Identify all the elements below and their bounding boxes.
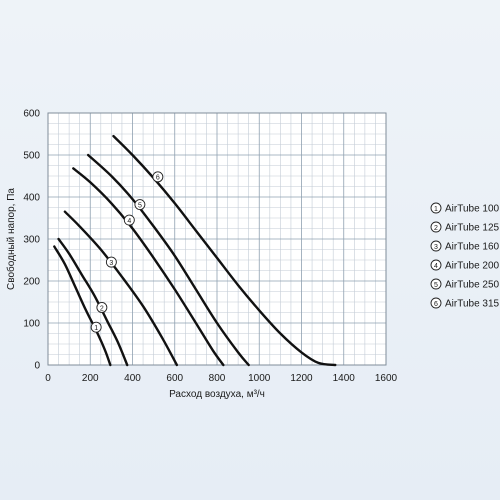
y-tick-label: 200 bbox=[23, 277, 40, 288]
legend-entry-1: AirTube 100 bbox=[445, 204, 500, 215]
legend-marker-label-1: 1 bbox=[434, 206, 438, 213]
legend-marker-3 bbox=[430, 240, 442, 252]
series-marker-label-6: 6 bbox=[156, 175, 160, 182]
legend-entry-3: AirTube 160 bbox=[445, 242, 500, 253]
x-axis-label: Расход воздуха, м³/ч bbox=[169, 389, 265, 400]
legend-marker-label-2: 2 bbox=[434, 225, 438, 232]
series-line-1 bbox=[53, 245, 112, 367]
x-tick-label: 1600 bbox=[375, 373, 398, 384]
series-marker-label-3: 3 bbox=[109, 260, 113, 267]
series-line-4 bbox=[72, 167, 225, 367]
series-markers: 1 2 3 4 5 6 bbox=[90, 171, 164, 333]
legend-entry-6: AirTube 315 bbox=[445, 299, 500, 310]
y-tick-label: 400 bbox=[23, 193, 40, 204]
legend-marker-label-4: 4 bbox=[434, 263, 438, 270]
x-tick-label: 200 bbox=[82, 373, 99, 384]
y-axis-label: Свободный напор, Па bbox=[5, 188, 17, 290]
x-tick-label: 1200 bbox=[290, 373, 313, 384]
x-tick-label: 0 bbox=[45, 373, 51, 384]
legend-marker-1 bbox=[430, 202, 442, 214]
legend-entry-5: AirTube 250 bbox=[445, 280, 500, 291]
y-tick-label: 0 bbox=[34, 361, 40, 372]
series-marker-6 bbox=[152, 171, 164, 183]
legend: 1 AirTube 100 2 AirTube 125 3 AirTube 160 4 Air… bbox=[430, 202, 500, 310]
legend-marker-label-3: 3 bbox=[434, 244, 438, 251]
y-tick-label: 500 bbox=[23, 151, 40, 162]
y-tick-labels: 0 100 200 300 400 500 600 bbox=[23, 109, 40, 372]
series-marker-label-2: 2 bbox=[100, 305, 104, 312]
series-marker-1 bbox=[90, 321, 102, 333]
y-tick-label: 300 bbox=[23, 235, 40, 246]
plot-border bbox=[47, 112, 387, 366]
series-marker-label-5: 5 bbox=[138, 202, 142, 209]
series-line-5 bbox=[86, 153, 250, 367]
legend-marker-5 bbox=[430, 278, 442, 290]
series-marker-3 bbox=[105, 256, 117, 268]
legend-marker-2 bbox=[430, 221, 442, 233]
legend-entry-2: AirTube 125 bbox=[445, 223, 500, 234]
series-line-3 bbox=[63, 210, 179, 367]
legend-marker-4 bbox=[430, 259, 442, 271]
legend-entry-4: AirTube 200 bbox=[445, 261, 500, 272]
series-marker-4 bbox=[123, 214, 135, 226]
series-line-6 bbox=[112, 134, 337, 367]
legend-marker-6 bbox=[430, 297, 442, 309]
legend-marker-label-5: 5 bbox=[434, 282, 438, 289]
series-line-2 bbox=[57, 237, 129, 367]
x-tick-labels: 0 200 400 600 800 1000 1200 1400 1600 bbox=[45, 373, 397, 384]
series-marker-2 bbox=[96, 302, 108, 313]
y-tick-label: 600 bbox=[23, 109, 40, 120]
legend-marker-label-6: 6 bbox=[434, 301, 438, 308]
x-tick-label: 800 bbox=[209, 373, 226, 384]
series-marker-label-1: 1 bbox=[94, 325, 98, 332]
x-tick-label: 400 bbox=[124, 373, 141, 384]
y-tick-label: 100 bbox=[23, 319, 40, 330]
series-marker-label-4: 4 bbox=[127, 218, 131, 225]
x-tick-label: 1400 bbox=[333, 373, 356, 384]
x-tick-label: 1000 bbox=[248, 373, 271, 384]
series-marker-5 bbox=[134, 199, 146, 211]
series-lines bbox=[53, 134, 337, 367]
x-tick-label: 600 bbox=[166, 373, 183, 384]
